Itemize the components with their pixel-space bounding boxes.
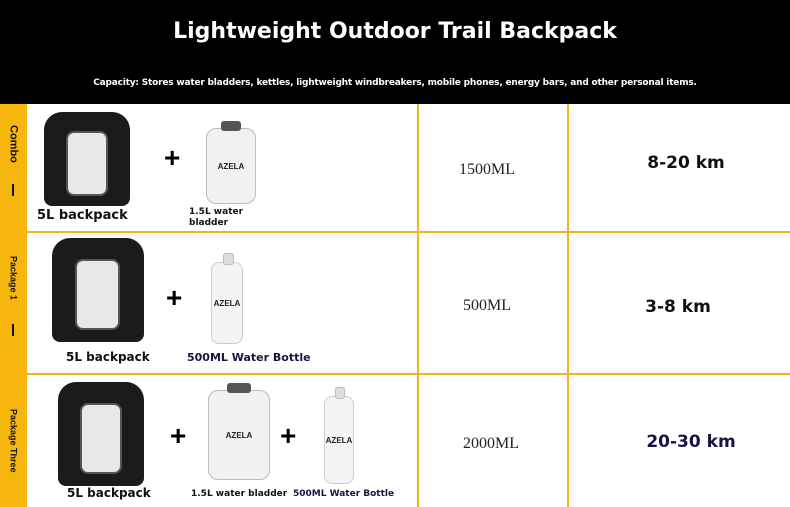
capacity-value: 1500ML — [459, 161, 515, 178]
row-package-1 — [27, 233, 790, 375]
water-bottle-image: AZELA — [324, 387, 354, 484]
plus-icon: + — [170, 420, 187, 451]
backpack-image — [52, 238, 144, 342]
item-label: 5L backpack — [66, 350, 150, 364]
item-label: 1.5L water bladder — [189, 207, 244, 228]
side-marker — [12, 184, 14, 196]
plus-icon: + — [280, 420, 297, 451]
row-combo — [27, 104, 790, 233]
item-label: 500ML Water Bottle — [187, 351, 311, 364]
distance-value: 8-20 km — [647, 153, 725, 173]
side-label: Package Three — [8, 409, 19, 473]
side-label: Combo — [7, 125, 20, 163]
water-bladder-image: AZELA — [208, 383, 270, 480]
item-label: 5L backpack — [67, 486, 151, 500]
column-divider — [417, 104, 419, 507]
item-label: 5L backpack — [37, 208, 128, 223]
plus-icon: + — [166, 282, 183, 313]
header: Lightweight Outdoor Trail Backpack Capac… — [0, 0, 790, 104]
plus-icon: + — [164, 142, 181, 173]
distance-value: 3-8 km — [645, 297, 711, 317]
item-label: 1.5L water bladder — [191, 489, 288, 499]
backpack-image — [44, 112, 130, 206]
column-divider — [567, 104, 569, 507]
water-bottle-image: AZELA — [211, 253, 243, 344]
capacity-value: 2000ML — [463, 435, 519, 452]
backpack-image — [58, 382, 144, 486]
side-label: Package 1 — [8, 255, 19, 301]
item-label: 500ML Water Bottle — [293, 489, 395, 499]
capacity-value: 500ML — [463, 297, 511, 314]
water-bladder-image: AZELA — [206, 121, 256, 204]
distance-value: 20-30 km — [646, 432, 736, 452]
side-column — [0, 104, 27, 507]
page-title: Lightweight Outdoor Trail Backpack — [173, 19, 617, 44]
page-subtitle: Capacity: Stores water bladders, kettles… — [93, 78, 697, 88]
side-marker — [12, 324, 14, 336]
